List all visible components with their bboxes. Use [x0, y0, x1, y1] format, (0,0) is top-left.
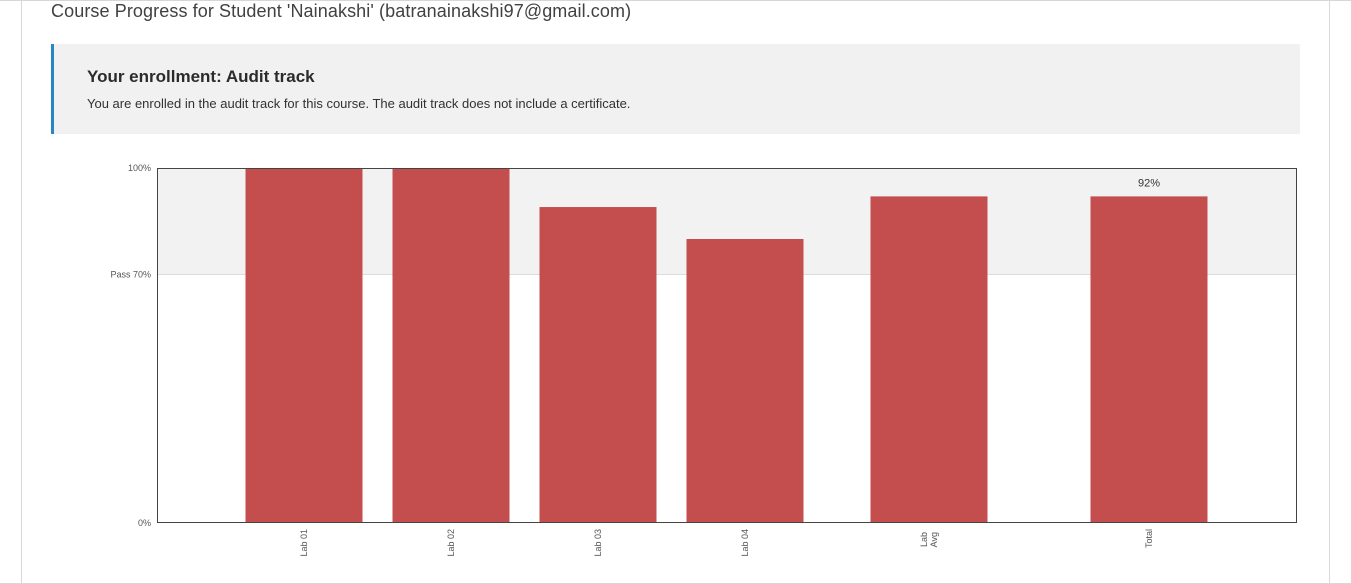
y-tick-label: Pass 70%	[110, 270, 151, 280]
y-tick-label: 100%	[128, 163, 151, 173]
x-tick-label-lab-avg: Avg	[929, 532, 939, 547]
bar-lab-02	[392, 168, 510, 523]
plot-border	[157, 168, 1297, 523]
x-tick-label-lab-03: Lab 03	[593, 529, 603, 557]
page-title: Course Progress for Student 'Nainakshi' …	[51, 1, 632, 21]
x-tick-label-lab-01: Lab 01	[299, 529, 309, 557]
bar-lab-03	[539, 207, 657, 524]
bar-lab-avg	[870, 196, 988, 523]
bar-lab-01	[245, 168, 363, 523]
content-right-border	[1329, 0, 1330, 584]
x-tick-label-lab-avg: Lab	[919, 532, 929, 547]
x-tick-label-lab-02: Lab 02	[446, 529, 456, 557]
x-tick-label-total: Total	[1144, 529, 1154, 548]
enrollment-title: Your enrollment: Audit track	[87, 67, 315, 86]
y-tick-label: 0%	[138, 518, 151, 528]
enrollment-message: You are enrolled in the audit track for …	[87, 96, 631, 111]
x-tick-label-lab-04: Lab 04	[740, 529, 750, 557]
enrollment-notice: Your enrollment: Audit track You are enr…	[51, 44, 1300, 134]
bar-total	[1090, 196, 1208, 523]
bar-lab-04	[686, 239, 804, 523]
content-left-border	[21, 0, 22, 584]
data-label-total: 92%	[1138, 177, 1160, 189]
